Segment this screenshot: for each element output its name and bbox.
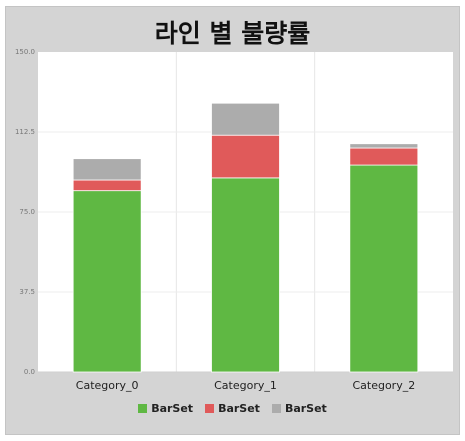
y-tick-label: 0.0 (24, 368, 35, 376)
bar-Category_1-series-0 (211, 177, 280, 373)
legend-swatch (138, 404, 148, 413)
bar-Category_2-series-1 (349, 147, 419, 166)
bar-Category_2-series-2 (349, 143, 419, 149)
x-tick-label: Category_1 (214, 379, 277, 392)
legend-item: BarSet (138, 402, 193, 415)
legend-item: BarSet (205, 402, 260, 415)
x-tick-label: Category_0 (76, 379, 139, 392)
y-tick-label: 75.0 (19, 208, 35, 216)
legend-swatch (205, 404, 215, 413)
legend-item: BarSet (271, 402, 327, 415)
y-tick-label: 150.0 (15, 48, 35, 56)
bar-Category_0-series-0 (72, 190, 142, 373)
legend-label: BarSet (284, 402, 327, 415)
legend-label: BarSet (218, 402, 260, 415)
y-tick-label: 112.5 (15, 128, 35, 136)
bar-Category_0-series-2 (72, 158, 142, 181)
y-tick-label: 37.5 (19, 288, 35, 296)
bar-Category_1-series-1 (211, 134, 280, 179)
bar-Category_0-series-1 (72, 179, 142, 192)
chart-title: 라인 별 불량률 (154, 19, 311, 48)
legend-swatch (271, 404, 281, 413)
x-tick-label: Category_2 (352, 379, 415, 392)
legend: BarSet BarSet BarSet (0, 402, 465, 415)
legend-label: BarSet (151, 402, 194, 415)
bar-Category_1-series-2 (211, 102, 280, 136)
bar-Category_2-series-0 (349, 164, 419, 373)
